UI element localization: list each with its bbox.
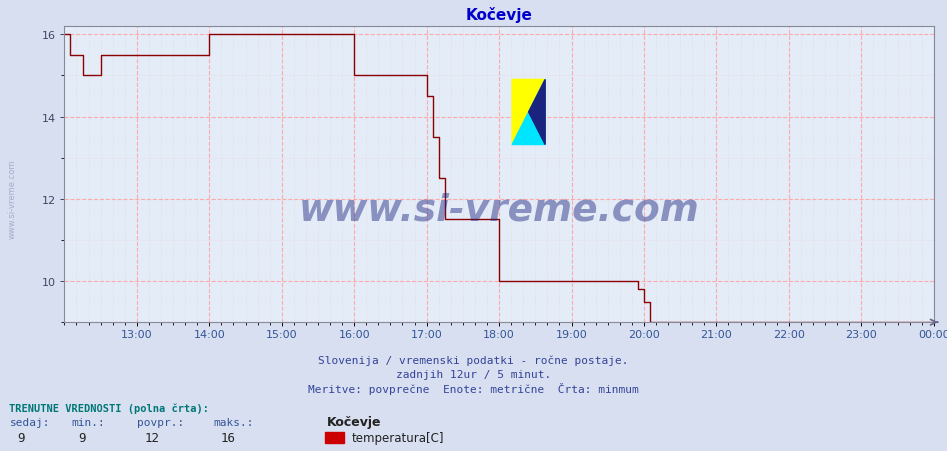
Text: povpr.:: povpr.: [137,417,185,427]
Polygon shape [512,80,545,145]
Text: Meritve: povprečne  Enote: metrične  Črta: minmum: Meritve: povprečne Enote: metrične Črta:… [308,382,639,394]
Text: TRENUTNE VREDNOSTI (polna črta):: TRENUTNE VREDNOSTI (polna črta): [9,403,209,413]
Text: maks.:: maks.: [213,417,254,427]
Text: Kočevje: Kočevje [327,415,382,428]
Text: www.si-vreme.com: www.si-vreme.com [298,192,700,228]
Title: Kočevje: Kočevje [466,7,532,23]
Polygon shape [528,80,545,145]
Text: 9: 9 [17,431,25,444]
Text: temperatura[C]: temperatura[C] [351,431,444,444]
Text: 12: 12 [145,431,160,444]
Polygon shape [512,80,545,145]
Text: sedaj:: sedaj: [9,417,50,427]
Text: 16: 16 [221,431,236,444]
Text: Slovenija / vremenski podatki - ročne postaje.: Slovenija / vremenski podatki - ročne po… [318,354,629,365]
Text: 9: 9 [79,431,86,444]
Text: zadnjih 12ur / 5 minut.: zadnjih 12ur / 5 minut. [396,369,551,379]
Text: www.si-vreme.com: www.si-vreme.com [8,159,17,238]
Text: min.:: min.: [71,417,105,427]
